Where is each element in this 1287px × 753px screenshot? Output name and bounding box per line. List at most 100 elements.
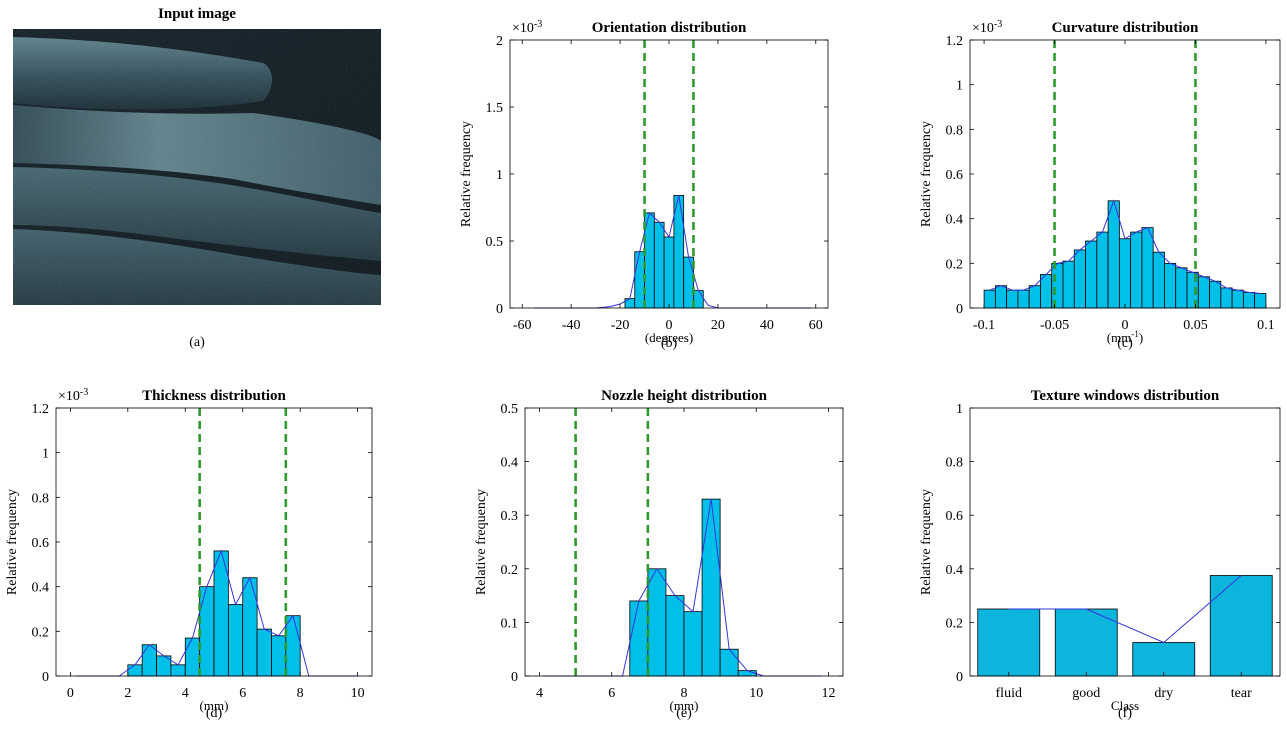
input-image xyxy=(13,29,381,305)
chart-e-ytick-label: 0.4 xyxy=(501,456,519,471)
chart-f-ylabel: Relative frequency xyxy=(919,489,934,595)
chart-e-bar xyxy=(629,600,649,677)
chart-e-bar xyxy=(647,568,667,677)
chart-d-title: Thickness distribution xyxy=(142,388,286,404)
texture-windows-chart: 0 0.2 0.4 0.6 0.8 1 fluid good dry tear Class Relat… xyxy=(919,388,1281,721)
chart-b-ytick-label: 0 xyxy=(496,302,503,317)
chart-c-ytick-label: 0 xyxy=(956,302,963,317)
chart-c-xlabel-power: -1 xyxy=(1131,329,1139,339)
chart-d-ytick-label: 1.2 xyxy=(32,402,50,417)
chart-b-xtick-label: 0 xyxy=(666,318,673,333)
chart-c-bar xyxy=(1231,289,1244,309)
chart-c-bar xyxy=(983,289,996,309)
chart-f-caption: (f) xyxy=(1118,706,1132,721)
chart-c-bar xyxy=(1096,231,1109,309)
chart-f-xtick-label: tear xyxy=(1231,686,1252,701)
chart-e-xlabel: (mm) xyxy=(670,698,699,713)
chart-c-bar xyxy=(1175,267,1188,309)
chart-e-ytick-label: 0.5 xyxy=(501,402,519,417)
chart-f-bar xyxy=(977,608,1041,677)
chart-c-xtick-label: 0 xyxy=(1122,318,1129,333)
chart-b-bar xyxy=(634,251,645,309)
chart-d-ytick-label: 0.4 xyxy=(32,581,50,596)
chart-f-ytick-label: 0.2 xyxy=(946,616,964,631)
chart-f-bar xyxy=(1132,642,1196,677)
chart-e-bar xyxy=(683,611,703,677)
chart-c-bar xyxy=(1073,249,1086,309)
chart-c-bar xyxy=(1242,291,1256,309)
chart-f-bar xyxy=(1054,608,1118,677)
chart-c-bar xyxy=(1017,289,1030,309)
chart-d-ylabel: Relative frequency xyxy=(5,489,20,595)
chart-c-xtick-label: -0.05 xyxy=(1040,318,1069,333)
chart-c-bar xyxy=(1152,251,1165,309)
chart-d-exponent-label: ×10-3 xyxy=(58,387,88,405)
chart-d-xtick-label: 0 xyxy=(67,686,74,701)
chart-d-bar xyxy=(285,615,301,677)
chart-d-bar xyxy=(141,644,157,677)
chart-b-ytick-label: 1 xyxy=(496,168,503,183)
chart-b-xlabel: (degrees) xyxy=(645,330,693,345)
chart-f-ytick-label: 0.6 xyxy=(946,509,964,524)
curvature-chart: 00.20.40.60.811.2-0.1 -0.05 0 0.05 0.1(mm-1)… xyxy=(919,19,1281,351)
chart-e-title: Nozzle height distribution xyxy=(601,388,767,404)
chart-d-xlabel: (mm) xyxy=(200,698,229,713)
nozzle-height-chart: 0 0.1 0.2 0.3 0.4 0.5 4 6 8 10 12 (mm) Relative freq… xyxy=(474,388,844,721)
input-image-title: Input image xyxy=(158,6,236,22)
chart-c-bar xyxy=(1254,293,1267,309)
chart-b-ytick-label: 2 xyxy=(496,34,503,49)
chart-b-ytick-label: 0.5 xyxy=(486,235,504,250)
chart-c-xtick-label: 0.1 xyxy=(1257,318,1275,333)
chart-d-bar xyxy=(227,604,244,677)
chart-d-xtick-label: 10 xyxy=(351,686,365,701)
chart-b-xtick-label: 40 xyxy=(760,318,774,333)
chart-d-caption: (d) xyxy=(206,706,223,721)
chart-d-frequency-line xyxy=(76,549,358,677)
chart-d-xtick-label: 4 xyxy=(182,686,189,701)
chart-b-bar xyxy=(673,195,685,309)
chart-e-xtick-label: 10 xyxy=(749,686,763,701)
chart-e-ytick-label: 0.1 xyxy=(501,616,519,631)
chart-c-bar xyxy=(1197,276,1210,309)
chart-b-bar xyxy=(663,236,675,309)
chart-c-bar xyxy=(1141,227,1154,309)
chart-f-ytick-label: 0.8 xyxy=(946,456,964,471)
chart-d-bar xyxy=(199,586,215,677)
chart-c-bar xyxy=(1006,289,1019,309)
chart-d-bar xyxy=(256,628,272,677)
chart-d-bar xyxy=(127,664,143,677)
chart-c-ytick-label: 0.6 xyxy=(946,168,964,183)
chart-e-caption: (e) xyxy=(676,706,692,721)
chart-e-ytick-label: 0 xyxy=(511,670,518,685)
chart-f-xlabel: Class xyxy=(1111,698,1139,713)
chart-f-bar xyxy=(1209,575,1273,677)
chart-e-ytick-label: 0.3 xyxy=(501,509,519,524)
chart-f-title: Texture windows distribution xyxy=(1031,388,1220,404)
chart-c-bar xyxy=(1040,274,1053,309)
chart-f-xtick-label: dry xyxy=(1154,686,1173,701)
chart-b-title: Orientation distribution xyxy=(592,20,747,36)
input-image-graphic xyxy=(13,29,381,305)
chart-c-bar xyxy=(994,285,1008,309)
chart-b-exponent-power: -3 xyxy=(534,19,542,30)
chart-c-bar xyxy=(1164,262,1177,309)
chart-e-xtick-label: 8 xyxy=(681,686,688,701)
chart-b-caption: (b) xyxy=(661,336,678,351)
chart-c-bar xyxy=(1107,200,1120,309)
chart-b-xtick-label: -40 xyxy=(562,318,581,333)
chart-c-bar xyxy=(1028,285,1041,309)
chart-c-xtick-label: -0.1 xyxy=(973,318,995,333)
chart-d-ytick-label: 0.2 xyxy=(32,625,50,640)
chart-d-xtick-label: 2 xyxy=(124,686,131,701)
chart-b-xtick-label: 20 xyxy=(711,318,725,333)
chart-c-caption: (c) xyxy=(1117,336,1133,351)
chart-e-bar xyxy=(737,670,757,677)
chart-c-ylabel: Relative frequency xyxy=(919,121,934,227)
chart-c-exponent-label: ×10-3 xyxy=(972,19,1002,37)
chart-b-xtick-label: -60 xyxy=(513,318,532,333)
chart-d-ytick-label: 0 xyxy=(42,670,49,685)
chart-b-bar xyxy=(693,290,704,309)
chart-c-frequency-line xyxy=(989,199,1261,294)
chart-b-xtick-label: 60 xyxy=(809,318,823,333)
chart-c-bar xyxy=(1209,280,1222,309)
